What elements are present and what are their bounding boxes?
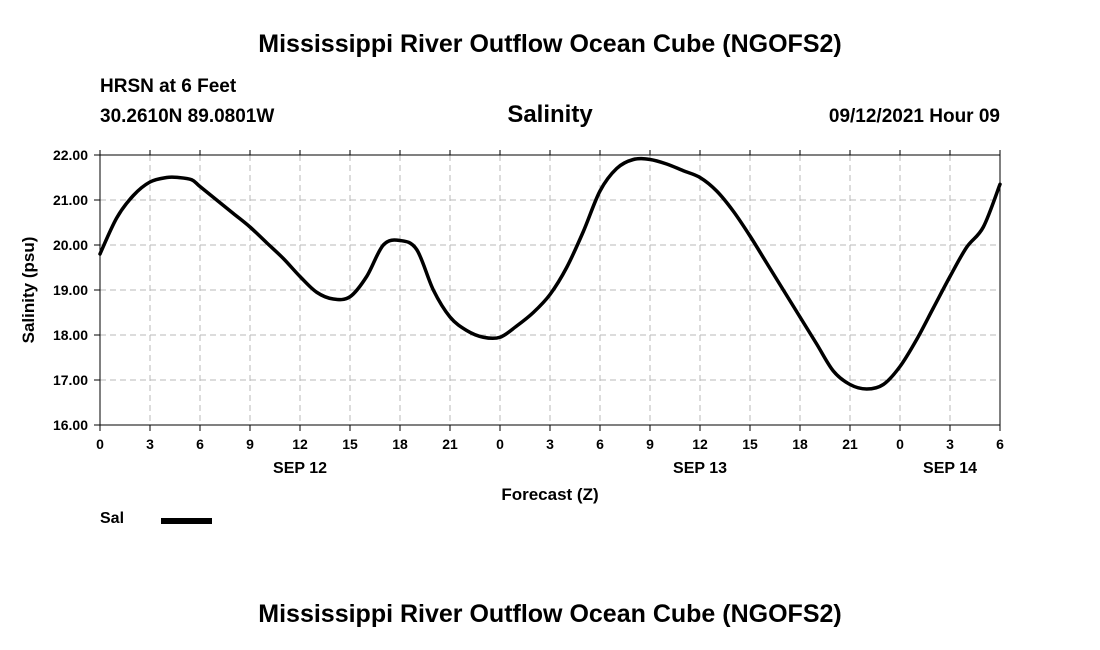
x-tick-label: 9 (246, 436, 254, 452)
y-tick-label: 20.00 (53, 237, 88, 253)
x-tick-label: 15 (342, 436, 358, 452)
x-tick-label: 9 (646, 436, 654, 452)
x-tick-label: 3 (146, 436, 154, 452)
x-tick-label: 18 (392, 436, 408, 452)
legend-label: Sal (100, 510, 125, 527)
y-tick-label: 22.00 (53, 147, 88, 163)
chart-title-bottom: Mississippi River Outflow Ocean Cube (NG… (258, 600, 842, 628)
series-line-sal (98, 156, 1002, 391)
x-tick-label: 21 (842, 436, 858, 452)
grid (100, 155, 1000, 425)
y-tick-label: 17.00 (53, 372, 88, 388)
x-tick-label: 6 (596, 436, 604, 452)
series-layer (98, 156, 1002, 391)
x-tick-label: 3 (546, 436, 554, 452)
axes: 0 3 6 9 12 15 18 21 0 3 6 9 12 15 18 21 0 3 6 16.00 17.00 18.… (53, 147, 1004, 477)
x-tick-label: 0 (96, 436, 104, 452)
x-tick-label: 6 (196, 436, 204, 452)
parameter-title: Salinity (507, 101, 593, 128)
date-label: SEP 12 (273, 460, 327, 477)
y-tick-label: 16.00 (53, 417, 88, 433)
y-axis-label: Salinity (psu) (19, 237, 38, 344)
coordinates-label: 30.2610N 89.0801W (100, 106, 275, 127)
x-tick-label: 0 (896, 436, 904, 452)
station-label: HRSN at 6 Feet (100, 76, 237, 97)
date-label: SEP 13 (673, 460, 727, 477)
x-tick-label: 12 (692, 436, 708, 452)
y-tick-label: 19.00 (53, 282, 88, 298)
x-tick-label: 15 (742, 436, 758, 452)
legend-swatch (161, 518, 212, 524)
datetime-label: 09/12/2021 Hour 09 (828, 106, 1000, 127)
x-axis-label: Forecast (Z) (501, 485, 598, 504)
chart-title-top: Mississippi River Outflow Ocean Cube (NG… (258, 30, 842, 58)
x-tick-label: 21 (442, 436, 458, 452)
x-tick-label: 0 (496, 436, 504, 452)
y-tick-label: 21.00 (53, 192, 88, 208)
x-tick-label: 3 (946, 436, 954, 452)
x-tick-label: 6 (996, 436, 1004, 452)
x-tick-label: 12 (292, 436, 308, 452)
y-tick-label: 18.00 (53, 327, 88, 343)
x-tick-label: 18 (792, 436, 808, 452)
date-label: SEP 14 (923, 460, 977, 477)
